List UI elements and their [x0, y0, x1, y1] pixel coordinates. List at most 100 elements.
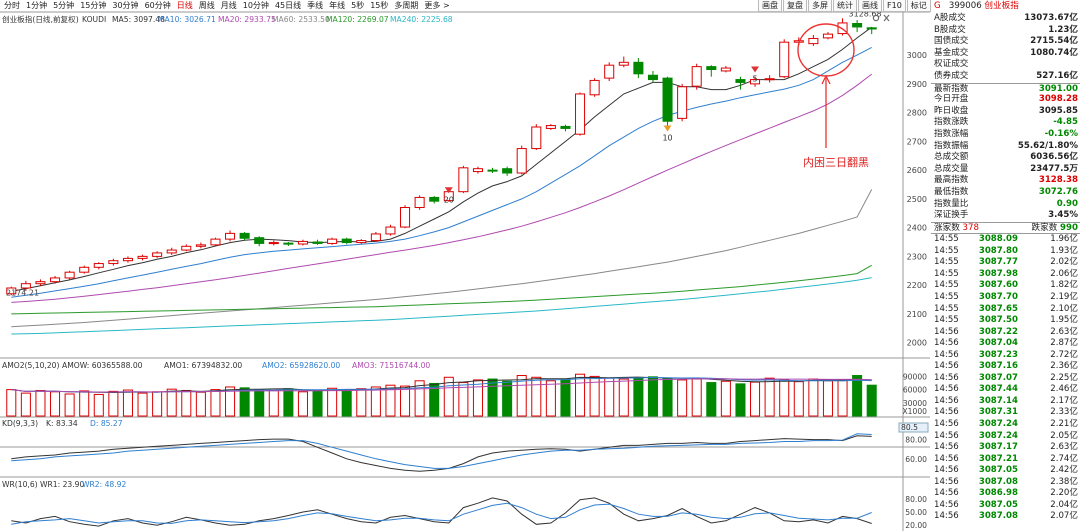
- candle-body: [35, 281, 46, 285]
- toolbar-button-0[interactable]: 画盘: [758, 0, 782, 12]
- candle-body: [195, 244, 206, 247]
- tick-row: 14:55 3087.50 1.95亿: [931, 315, 1080, 327]
- period-tab-16[interactable]: 更多 >: [424, 1, 450, 10]
- tick-time: 14:55: [934, 245, 959, 256]
- stat-value: 3.45%: [1048, 210, 1078, 221]
- tick-price: 3087.24: [978, 419, 1018, 430]
- period-tab-13[interactable]: 5秒: [351, 1, 365, 10]
- stat-row: 最低指数 3072.76: [931, 187, 1080, 199]
- period-tab-6[interactable]: 日线: [176, 1, 193, 10]
- tick-volume: 2.04亿: [1050, 499, 1078, 510]
- tick-row: 14:56 3087.04 2.87亿: [931, 338, 1080, 350]
- amo-bar: [443, 376, 454, 417]
- candle-body: [370, 233, 381, 242]
- amo-bar: [575, 373, 586, 417]
- period-tab-11[interactable]: 季线: [307, 1, 324, 10]
- kline-chart[interactable]: 3000 2900 2800 2700 2600 2500 2400 2300 2200 2100…: [0, 0, 930, 531]
- toolbar-button-2[interactable]: 多屏: [808, 0, 832, 12]
- amo-bar: [93, 393, 104, 417]
- tick-price: 3087.08: [978, 476, 1018, 487]
- stat-row: 指数涨跌 -4.85: [931, 117, 1080, 129]
- candle-body: [691, 66, 702, 87]
- stat-row: 总成交额 6036.56亿: [931, 152, 1080, 164]
- stat-label: 最新指数: [934, 83, 969, 94]
- amo-bar: [166, 388, 177, 417]
- tick-price: 3087.60: [978, 280, 1018, 291]
- tick-price: 3087.70: [978, 292, 1018, 303]
- tick-time: 14:55: [934, 315, 959, 326]
- tick-price: 3087.21: [978, 453, 1018, 464]
- price-axis-label: 2300: [907, 252, 927, 261]
- toolbar-button-5[interactable]: F10: [883, 0, 906, 12]
- toolbar-button-3[interactable]: 统计: [833, 0, 857, 12]
- toolbar-button-6[interactable]: 标记: [906, 0, 931, 12]
- candle-body: [254, 237, 265, 244]
- amo-bar: [472, 379, 483, 417]
- tick-time: 14:56: [934, 453, 959, 464]
- tick-row: 14:56 3087.22 2.63亿: [931, 327, 1080, 339]
- period-tab-15[interactable]: 多周期: [394, 1, 419, 10]
- period-tab-7[interactable]: 周线: [198, 1, 215, 10]
- stat-label: 指数量比: [934, 198, 969, 209]
- candle-body: [472, 168, 483, 173]
- highlight-circle: [797, 23, 855, 77]
- period-tab-1[interactable]: 1分钟: [26, 1, 48, 10]
- amo-bar: [502, 380, 513, 417]
- candle-body: [268, 242, 279, 245]
- tick-price: 3087.98: [978, 268, 1018, 279]
- tick-row: 14:56 3087.14 2.17亿: [931, 396, 1080, 408]
- tick-volume: 2.42亿: [1050, 465, 1078, 476]
- arrow-head-icon: [821, 74, 831, 85]
- stat-label: 指数振幅: [934, 140, 969, 151]
- amo-bar: [793, 381, 804, 417]
- candle-body: [225, 232, 236, 240]
- amo-bar: [487, 378, 498, 417]
- tick-price: 3087.24: [978, 430, 1018, 441]
- period-tab-0[interactable]: 分时: [4, 1, 20, 10]
- tick-price: 3087.05: [978, 465, 1018, 476]
- flag-icon: G: [934, 1, 941, 11]
- period-tab-8[interactable]: 月线: [220, 1, 237, 10]
- candle-body: [487, 169, 498, 172]
- period-tab-2[interactable]: 5分钟: [53, 1, 75, 10]
- amo-bar: [356, 388, 367, 417]
- candle-body: [764, 78, 775, 81]
- candle-body: [589, 79, 600, 96]
- tick-row: 14:55 3087.98 2.06亿: [931, 269, 1080, 281]
- period-tab-3[interactable]: 15分钟: [80, 1, 107, 10]
- tick-row: 14:55 3087.70 2.19亿: [931, 292, 1080, 304]
- tick-time: 14:56: [934, 511, 959, 522]
- candle-body: [93, 263, 104, 268]
- amo-unit-label: X1000: [902, 407, 927, 416]
- price-axis-label: 2500: [907, 195, 927, 204]
- amo-bar: [837, 378, 848, 417]
- period-tab-5[interactable]: 60分钟: [144, 1, 171, 10]
- stat-value: 13073.67亿: [1024, 13, 1078, 23]
- marker-icon: [444, 187, 453, 194]
- candle-body: [458, 167, 469, 193]
- toolbar-button-4[interactable]: 画线: [858, 0, 882, 12]
- period-tab-4[interactable]: 30分钟: [112, 1, 139, 10]
- period-tab-10[interactable]: 45日线: [274, 1, 302, 10]
- wr-line-wr2: [11, 502, 872, 525]
- period-tab-14[interactable]: 15秒: [370, 1, 389, 10]
- tick-list[interactable]: 14:55 3088.09 1.96亿 14:55 3087.80 1.93亿 14:55 3…: [931, 233, 1080, 523]
- candle-body: [866, 27, 877, 30]
- tick-time: 14:56: [934, 407, 959, 418]
- stat-label: 债券成交: [934, 70, 969, 81]
- toolbar-button-1[interactable]: 复盘: [783, 0, 807, 12]
- stat-value: 0.90: [1056, 198, 1078, 209]
- tick-row: 14:56 3087.08 2.38亿: [931, 477, 1080, 489]
- tick-volume: 1.82亿: [1050, 280, 1078, 291]
- tick-row: 14:56 3087.23 2.72亿: [931, 350, 1080, 362]
- period-toolbar: 分时 1分钟 5分钟 15分钟 30分钟 60分钟 日线 周线 月线 10分钟 45日线 季线 年线 5秒…: [0, 0, 930, 12]
- amo-bar: [327, 387, 338, 417]
- amo-bar: [239, 387, 250, 417]
- stat-row: 指数涨幅 -0.16%: [931, 129, 1080, 141]
- period-tab-12[interactable]: 年线: [329, 1, 346, 10]
- close-icon: [883, 14, 890, 22]
- marker-label: 5: [752, 75, 757, 84]
- period-tab-9[interactable]: 10分钟: [242, 1, 269, 10]
- stat-value: -0.16%: [1044, 128, 1078, 139]
- candle-body: [356, 240, 367, 244]
